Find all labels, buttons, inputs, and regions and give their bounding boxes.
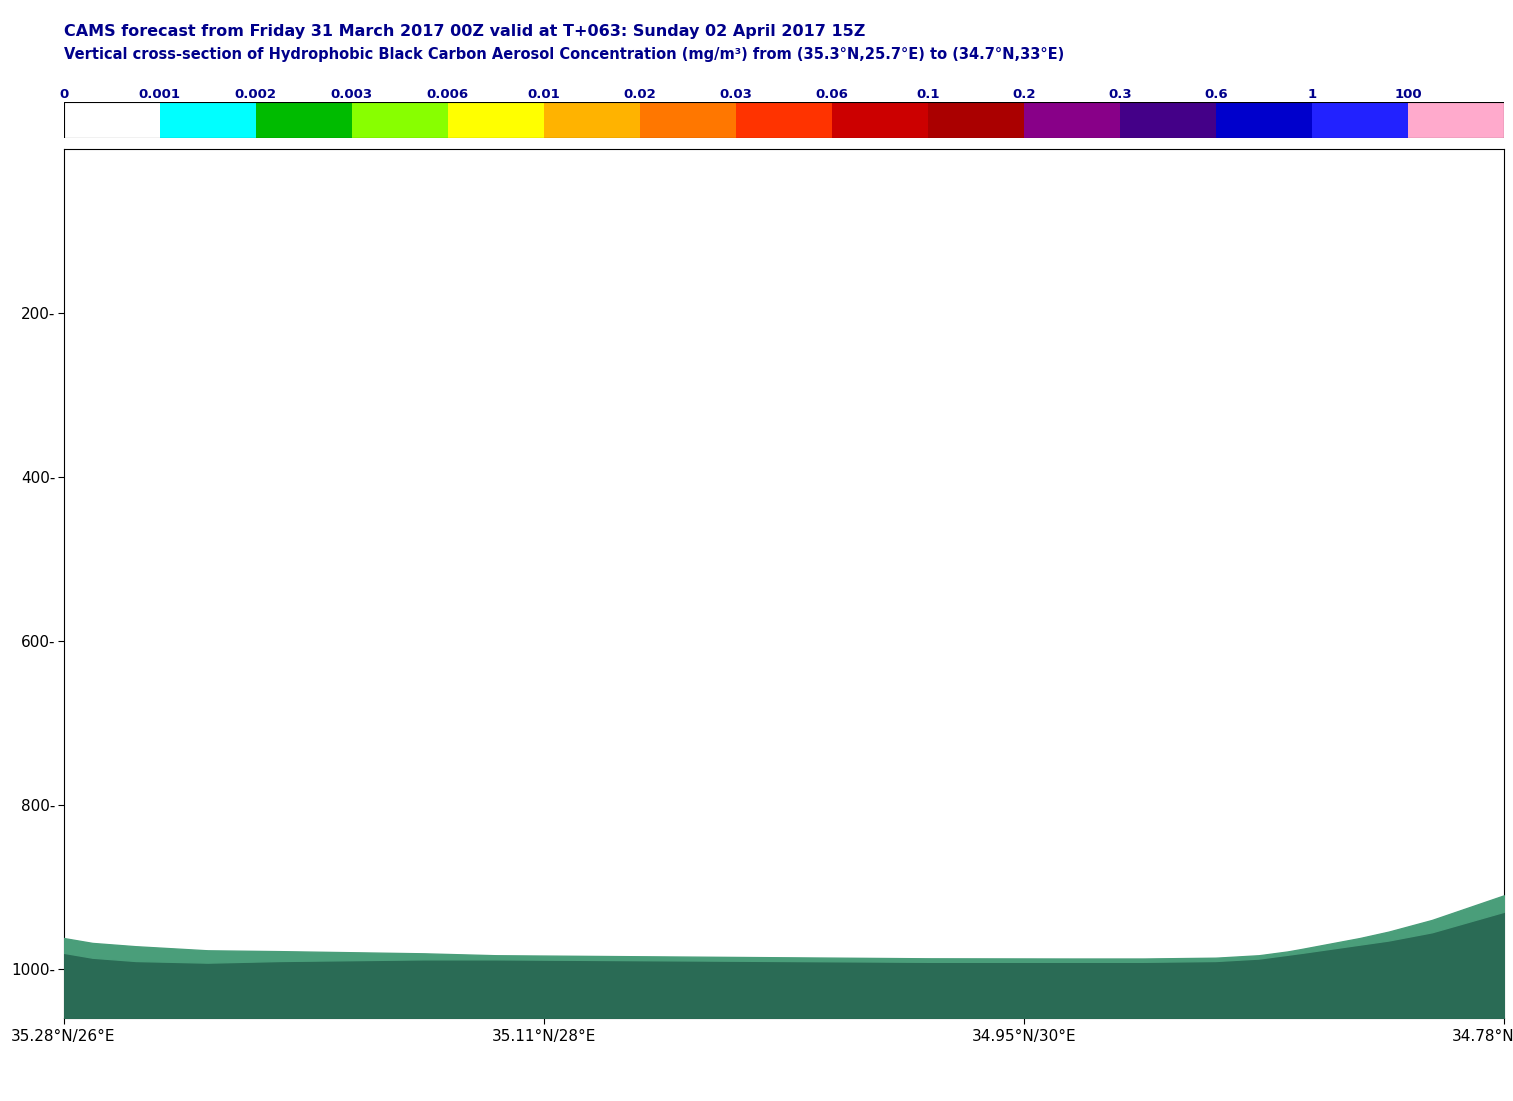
Bar [1409, 102, 1504, 138]
Bar [1216, 102, 1312, 138]
Bar [1312, 102, 1409, 138]
Bar [735, 102, 832, 138]
Text: 0: 0 [59, 88, 68, 100]
Bar [927, 102, 1024, 138]
Bar [256, 102, 351, 138]
Bar [832, 102, 927, 138]
Text: 0.3: 0.3 [1108, 88, 1132, 100]
Text: 0.001: 0.001 [139, 88, 180, 100]
Bar [448, 102, 543, 138]
Text: 0.06: 0.06 [816, 88, 849, 100]
Text: 0.006: 0.006 [427, 88, 469, 100]
Bar [64, 102, 159, 138]
Text: Vertical cross-section of Hydrophobic Black Carbon Aerosol Concentration (mg/m³): Vertical cross-section of Hydrophobic Bl… [64, 47, 1064, 63]
Text: 0.03: 0.03 [719, 88, 752, 100]
Text: 100: 100 [1393, 88, 1422, 100]
Bar [640, 102, 735, 138]
Text: 0.003: 0.003 [330, 88, 372, 100]
Text: 0.002: 0.002 [235, 88, 277, 100]
Text: 0.01: 0.01 [528, 88, 560, 100]
Text: 0.6: 0.6 [1204, 88, 1227, 100]
Text: 0.02: 0.02 [623, 88, 657, 100]
Bar [159, 102, 256, 138]
Text: CAMS forecast from Friday 31 March 2017 00Z valid at T+063: Sunday 02 April 2017: CAMS forecast from Friday 31 March 2017 … [64, 24, 865, 40]
Bar [1024, 102, 1120, 138]
Text: 0.1: 0.1 [915, 88, 940, 100]
Text: 1: 1 [1307, 88, 1316, 100]
Bar [543, 102, 640, 138]
Text: 0.2: 0.2 [1012, 88, 1035, 100]
Bar [351, 102, 448, 138]
Bar [1120, 102, 1216, 138]
